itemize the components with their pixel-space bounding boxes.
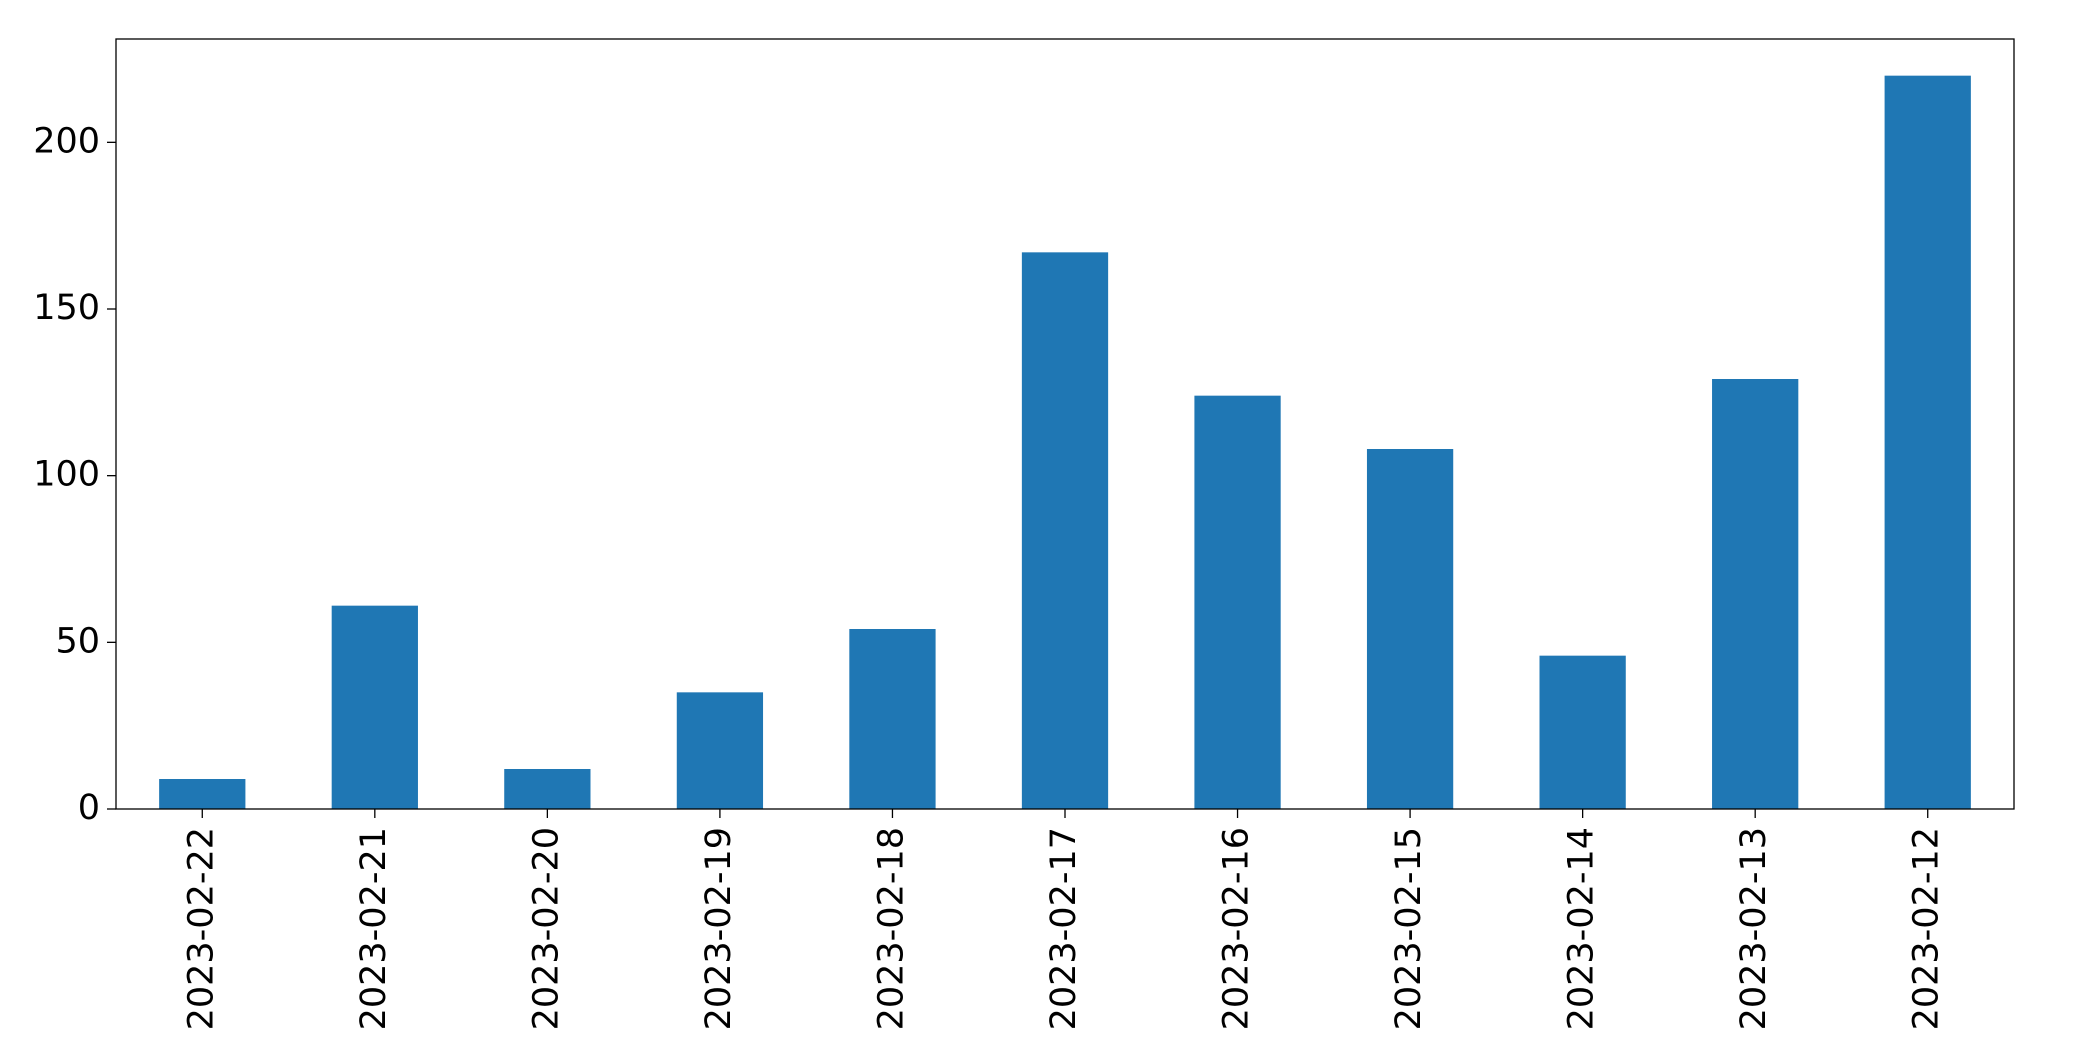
x-tick-label: 2023-02-22	[181, 827, 221, 1030]
bar	[676, 692, 764, 809]
y-tick-label: 0	[78, 788, 100, 828]
x-tick-label: 2023-02-20	[526, 827, 566, 1030]
bar	[1366, 449, 1454, 809]
bar	[331, 605, 418, 809]
y-tick-label: 150	[33, 288, 100, 328]
plot-frame	[115, 38, 2015, 810]
y-tick-label: 50	[55, 621, 100, 661]
bar	[1884, 75, 1971, 809]
x-tick-label: 2023-02-17	[1044, 827, 1084, 1030]
bar	[849, 629, 936, 809]
y-tick-label: 100	[33, 455, 100, 495]
bar	[1539, 655, 1626, 809]
y-tick-label: 200	[33, 121, 100, 161]
x-tick-label: 2023-02-16	[1217, 827, 1257, 1030]
x-tick-label: 2023-02-15	[1389, 827, 1429, 1030]
x-tick-label: 2023-02-18	[871, 827, 911, 1030]
bar	[1712, 379, 1799, 809]
bar	[1021, 252, 1109, 810]
bar	[1194, 395, 1281, 809]
bar	[159, 779, 246, 809]
x-tick-label: 2023-02-12	[1907, 827, 1947, 1030]
x-tick-label: 2023-02-14	[1562, 827, 1602, 1030]
x-tick-label: 2023-02-19	[699, 827, 739, 1030]
x-tick-label: 2023-02-13	[1734, 827, 1774, 1030]
x-tick-label: 2023-02-21	[354, 827, 394, 1030]
bar	[504, 769, 591, 809]
